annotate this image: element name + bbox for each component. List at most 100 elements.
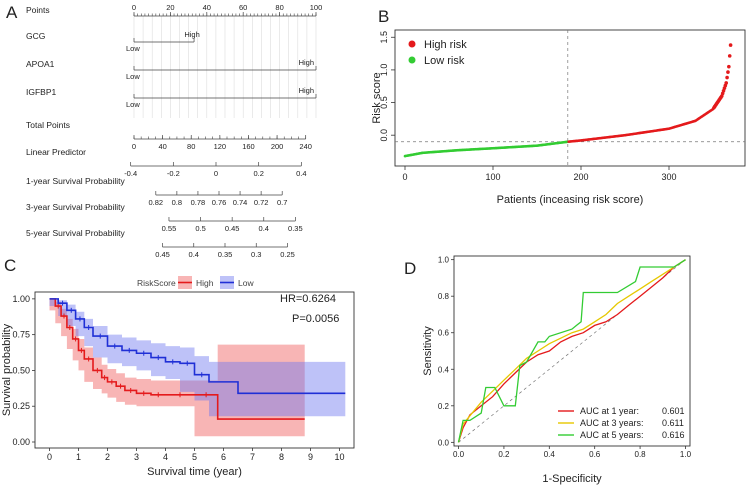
nomogram-tick-label: 160	[242, 142, 255, 151]
nomogram-row-label: Points	[26, 5, 50, 15]
x-tick-label: 3	[134, 452, 139, 462]
nomogram-tick-label: -0.2	[167, 169, 180, 178]
x-tick-label: 0	[402, 172, 407, 182]
high-risk-point	[728, 43, 733, 47]
nomogram-tick-label: 0.25	[280, 250, 295, 259]
nomogram-row-label: 5-year Survival Probability	[26, 228, 125, 238]
x-tick-label: 300	[661, 172, 676, 182]
nomogram-tick-label: 0.35	[288, 224, 303, 233]
x-tick-label: 0.4	[544, 450, 556, 459]
roc-curve	[457, 259, 686, 443]
x-tick-label: 8	[279, 452, 284, 462]
legend-auc-value: 0.616	[662, 430, 685, 440]
nomogram-panel: Points 0 20 40 60 80 100 GCG Low High APOA1 Low High…	[26, 3, 322, 259]
nomogram-tick-label: 0.4	[189, 250, 199, 259]
y-tick-label: 0.75	[12, 330, 30, 340]
nomogram-tick-label: 80	[187, 142, 195, 151]
nomogram-tick-label: 0	[214, 169, 218, 178]
y-tick-label: 1.5	[379, 31, 389, 44]
x-tick-label: 0.2	[498, 450, 510, 459]
nomogram-tick-label: 0.3	[251, 250, 261, 259]
nomogram-tick-label: 200	[271, 142, 284, 151]
y-tick-label: 0.25	[12, 401, 30, 411]
nomogram-tick-label: 0.72	[254, 198, 269, 207]
x-tick-label: 1.0	[680, 450, 692, 459]
nomogram-tick-label: 20	[166, 3, 174, 12]
panel-label-c: C	[4, 256, 16, 275]
legend-entry: AUC at 1 year:	[580, 406, 639, 416]
y-tick-label: 0.0	[438, 438, 450, 447]
high-risk-point	[727, 64, 731, 69]
nomogram-row-label: GCG	[26, 31, 45, 41]
nomogram-tick-label: 0	[132, 142, 136, 151]
x-tick-label: 100	[485, 172, 500, 182]
nomogram-tick-label: 0.78	[191, 198, 206, 207]
high-ci-band	[49, 298, 305, 437]
y-tick-label: 0.00	[12, 437, 30, 447]
nomogram-row-label: IGFBP1	[26, 87, 57, 97]
nomogram-low-label: Low	[126, 44, 140, 53]
x-axis-label: 1-Specificity	[542, 473, 602, 485]
nomogram-tick-label: 0.4	[296, 169, 306, 178]
nomogram-tick-label: 80	[275, 3, 283, 12]
x-tick-label: 0.6	[589, 450, 601, 459]
risk-score-panel: 0 100 200 300 0.0 0.5 1.0 1.5 Patients (inceasin…	[371, 29, 746, 206]
nomogram-tick-label: 0.82	[148, 198, 163, 207]
low-ci-band	[49, 298, 346, 417]
y-axis-label: Risk score	[371, 72, 383, 123]
x-tick-label: 6	[221, 452, 226, 462]
high-survival-line	[49, 298, 305, 420]
x-tick-label: 0.0	[453, 450, 465, 459]
legend-entry: AUC at 3 years:	[580, 418, 644, 428]
nomogram-tick-label: 0	[132, 3, 136, 12]
roc-curve	[457, 259, 686, 443]
nomogram-tick-label: -0.4	[124, 169, 137, 178]
x-tick-label: 0	[47, 452, 52, 462]
nomogram-tick-label: 0.2	[253, 169, 263, 178]
nomogram-tick-label: 0.45	[225, 224, 240, 233]
legend-entry: High risk	[424, 39, 467, 51]
nomogram-high-label: High	[184, 30, 199, 39]
x-tick-label: 1	[76, 452, 81, 462]
nomogram-high-label: High	[299, 86, 314, 95]
survival-panel: 0 1 2 3 4 5 6 7 8 9 10 0.00 0.25 0.50 0.75 1.00 Survival…	[1, 276, 355, 478]
nomogram-tick-label: 0.8	[172, 198, 182, 207]
nomogram-row-label: Total Points	[26, 120, 70, 130]
x-tick-label: 9	[308, 452, 313, 462]
nomogram-tick-label: 0.35	[218, 250, 233, 259]
legend-auc-value: 0.601	[662, 406, 685, 416]
legend-entry: Low risk	[424, 55, 465, 67]
plot-frame	[453, 255, 691, 447]
high-risk-point	[724, 81, 728, 85]
high-risk-point	[725, 75, 729, 80]
p-value-text: P=0.0056	[292, 313, 339, 325]
nomogram-tick-label: 0.76	[212, 198, 227, 207]
nomogram-tick-label: 120	[214, 142, 227, 151]
nomogram-row-label: Linear Predictor	[26, 147, 86, 157]
nomogram-tick-label: 40	[203, 3, 211, 12]
x-tick-label: 7	[250, 452, 255, 462]
nomogram-tick-label: 0.45	[155, 250, 170, 259]
y-tick-label: 1.0	[438, 256, 450, 265]
nomogram-tick-label: 100	[310, 3, 323, 12]
legend-entry: AUC at 5 years:	[580, 430, 644, 440]
x-axis-label: Patients (inceasing risk score)	[497, 194, 644, 206]
x-tick-label: 10	[334, 452, 344, 462]
nomogram-row-label: APOA1	[26, 59, 55, 69]
x-tick-label: 200	[573, 172, 588, 182]
y-tick-label: 1.00	[12, 294, 30, 304]
high-risk-point	[726, 70, 730, 74]
nomogram-tick-label: 0.4	[259, 224, 269, 233]
nomogram-tick-label: 0.5	[195, 224, 205, 233]
y-axis-label: Survival probability	[1, 323, 13, 416]
legend-marker	[408, 56, 416, 64]
y-axis-label: Sensitivity	[422, 326, 434, 376]
legend-title: RiskScore	[137, 278, 176, 288]
panel-label-d: D	[404, 259, 416, 278]
hazard-ratio-text: HR=0.6264	[280, 293, 336, 305]
nomogram-tick-label: 240	[299, 142, 312, 151]
panel-label-a: A	[6, 3, 18, 22]
x-axis-label: Survival time (year)	[147, 466, 242, 478]
high-risk-point	[727, 54, 732, 58]
